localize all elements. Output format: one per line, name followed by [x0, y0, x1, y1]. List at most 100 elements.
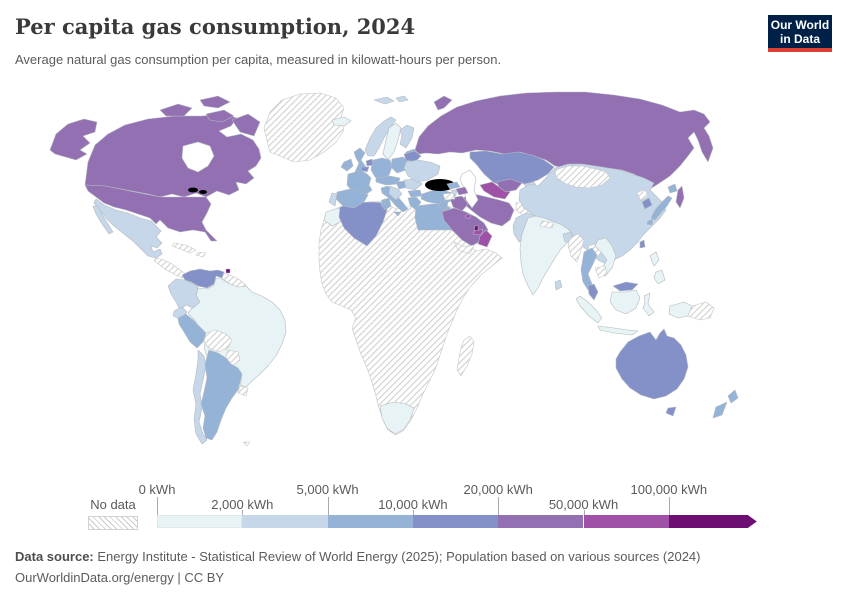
country-malaysia-borneo[interactable]	[612, 281, 639, 292]
country-bulgaria[interactable]	[407, 189, 423, 198]
legend-no-data-swatch[interactable]	[88, 516, 138, 530]
country-norway[interactable]	[364, 116, 397, 157]
country-mexico-baja[interactable]	[92, 205, 114, 235]
country-georgia[interactable]	[446, 181, 461, 190]
country-ukraine[interactable]	[403, 159, 441, 183]
country-venezuela[interactable]	[181, 268, 225, 289]
country-sweden[interactable]	[382, 122, 402, 161]
country-philippines-mindanao[interactable]	[653, 269, 666, 285]
license-line[interactable]: OurWorldinData.org/energy | CC BY	[15, 570, 225, 585]
legend-bin[interactable]	[242, 515, 328, 528]
country-italy-sardinia[interactable]	[380, 198, 386, 206]
country-india[interactable]	[519, 215, 574, 296]
country-qatar[interactable]	[473, 224, 479, 232]
country-greenland[interactable]	[263, 92, 345, 163]
country-thailand[interactable]	[580, 247, 598, 291]
country-myanmar[interactable]	[567, 233, 585, 263]
country-mexico[interactable]	[93, 198, 163, 259]
country-iceland[interactable]	[331, 116, 352, 127]
country-south-korea[interactable]	[641, 197, 653, 210]
region-balkans[interactable]	[388, 185, 403, 201]
region-falklands[interactable]	[242, 441, 251, 447]
country-japan-hokkaido[interactable]	[667, 183, 678, 194]
country-azerbaijan[interactable]	[455, 186, 469, 196]
legend-bin[interactable]	[498, 515, 584, 528]
country-canada-baffin[interactable]	[231, 113, 261, 137]
country-syria[interactable]	[442, 192, 456, 201]
region-central-america[interactable]	[153, 257, 187, 279]
country-australia-tasmania[interactable]	[665, 406, 677, 417]
country-yemen[interactable]	[453, 241, 475, 255]
legend-bin[interactable]	[583, 515, 669, 528]
country-nepal[interactable]	[539, 220, 555, 229]
legend-bin[interactable]	[669, 515, 757, 528]
country-australia[interactable]	[615, 328, 689, 400]
country-vietnam[interactable]	[594, 237, 617, 277]
country-indonesia-java[interactable]	[597, 325, 639, 336]
legend-bin[interactable]	[157, 515, 243, 528]
country-canada-arctic-1[interactable]	[159, 103, 193, 117]
country-nz-south[interactable]	[712, 401, 728, 419]
data-source-label: Data source:	[15, 549, 94, 564]
region-hispaniola[interactable]	[195, 251, 207, 258]
country-oman[interactable]	[477, 229, 493, 248]
country-finland[interactable]	[399, 124, 415, 149]
country-argentina[interactable]	[200, 349, 243, 441]
legend-tick-label: 0 kWh	[138, 482, 176, 497]
country-belarus[interactable]	[403, 150, 422, 163]
country-russia-novaya-zemlya[interactable]	[433, 95, 453, 111]
country-uruguay[interactable]	[237, 385, 249, 397]
country-nz-north[interactable]	[727, 389, 739, 404]
country-spain[interactable]	[335, 188, 369, 209]
country-japan-kyushu[interactable]	[646, 218, 654, 226]
country-trinidad[interactable]	[225, 268, 231, 274]
owid-logo[interactable]: Our World in Data	[768, 15, 832, 52]
country-chile[interactable]	[192, 349, 208, 445]
country-uae[interactable]	[472, 228, 484, 236]
country-philippines-luzon[interactable]	[649, 251, 660, 267]
country-ireland[interactable]	[340, 158, 354, 172]
country-indonesia-borneo[interactable]	[609, 289, 641, 315]
country-cambodia[interactable]	[594, 265, 608, 279]
country-peru[interactable]	[177, 313, 207, 349]
country-usa[interactable]	[84, 184, 218, 242]
country-turkmenistan[interactable]	[479, 181, 511, 200]
owid-logo-line2: in Data	[779, 32, 820, 46]
country-bolivia[interactable]	[203, 329, 233, 353]
country-canada-arctic-2[interactable]	[199, 95, 231, 109]
country-madagascar[interactable]	[456, 335, 475, 377]
country-belgium[interactable]	[360, 166, 370, 173]
country-netherlands[interactable]	[365, 158, 374, 167]
country-png[interactable]	[687, 301, 715, 321]
country-mongolia[interactable]	[554, 165, 611, 189]
country-italy-sicily[interactable]	[393, 211, 402, 217]
country-indonesia-sulawesi[interactable]	[642, 292, 655, 317]
country-algeria[interactable]	[338, 201, 388, 247]
page-title: Per capita gas consumption, 2024	[15, 14, 416, 39]
country-portugal[interactable]	[328, 192, 338, 207]
country-malaysia-peninsula[interactable]	[587, 283, 599, 301]
country-russia-sakhalin[interactable]	[675, 185, 685, 209]
country-iraq[interactable]	[449, 195, 469, 212]
country-south-africa[interactable]	[379, 401, 415, 435]
country-north-korea[interactable]	[636, 188, 649, 202]
country-colombia[interactable]	[167, 278, 201, 311]
legend-tick	[157, 497, 158, 515]
country-cuba[interactable]	[171, 242, 197, 254]
country-kazakhstan[interactable]	[469, 150, 555, 188]
legend-bin[interactable]	[327, 515, 413, 528]
country-japan-honshu[interactable]	[650, 195, 673, 221]
country-indonesia-sumatra[interactable]	[575, 295, 603, 324]
country-usa-alaska[interactable]	[49, 118, 98, 161]
country-greece[interactable]	[407, 196, 422, 211]
country-uzbekistan[interactable]	[496, 178, 523, 193]
country-taiwan[interactable]	[639, 239, 646, 249]
country-canada-arctic-3[interactable]	[205, 109, 235, 123]
country-kuwait[interactable]	[464, 213, 472, 220]
region-svalbard[interactable]	[373, 95, 409, 105]
country-sri-lanka[interactable]	[554, 279, 563, 291]
legend-bin[interactable]	[412, 515, 499, 528]
country-morocco[interactable]	[323, 207, 345, 227]
legend-no-data[interactable]: No data	[88, 497, 138, 530]
country-canada[interactable]	[84, 113, 262, 198]
